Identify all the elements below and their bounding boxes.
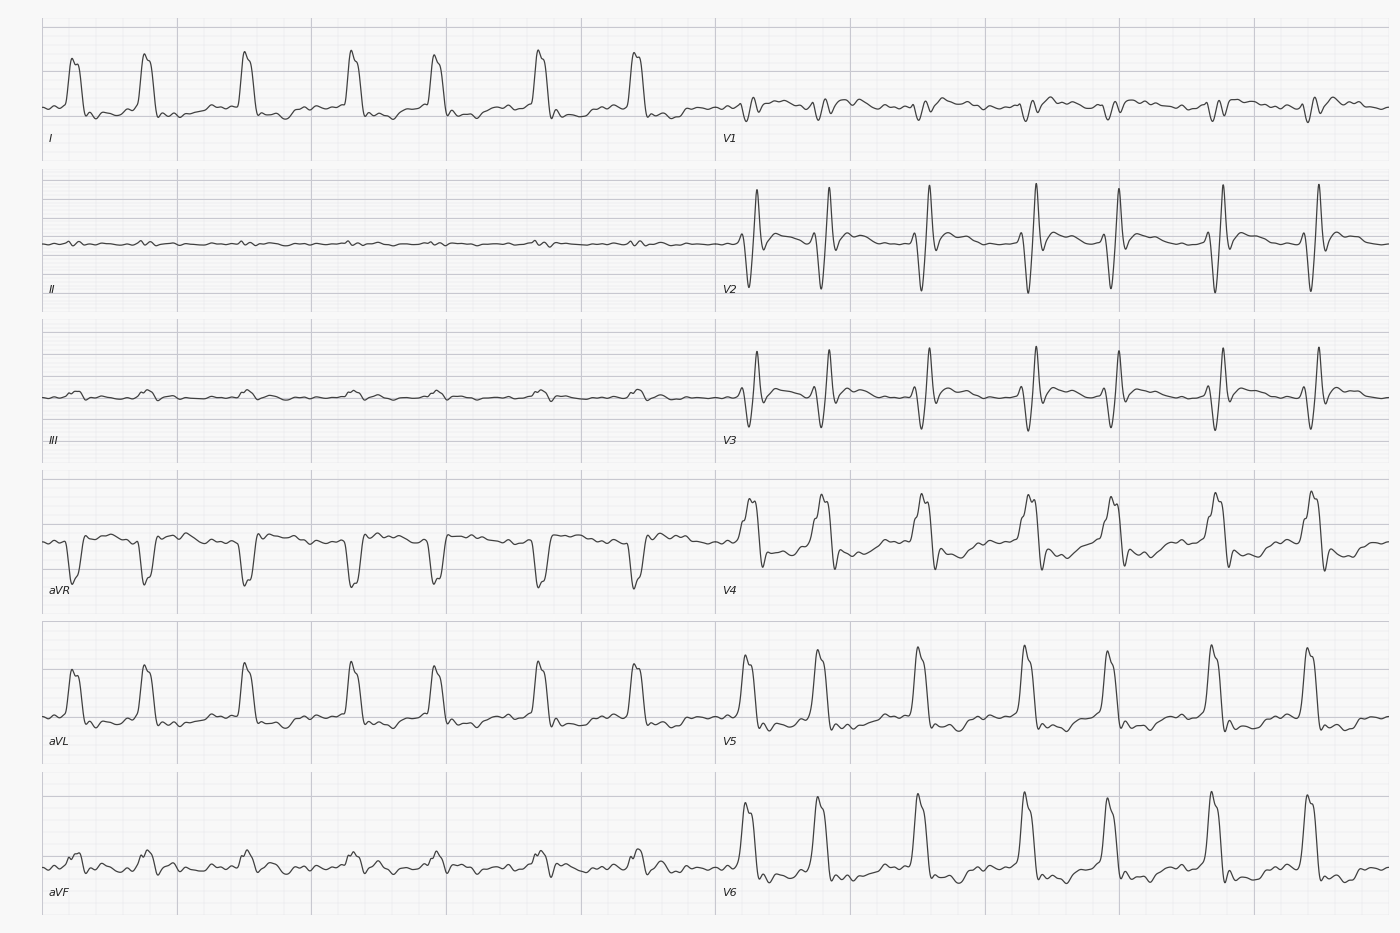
Text: aVL: aVL [49, 737, 70, 747]
Text: V4: V4 [722, 587, 736, 596]
Text: I: I [49, 134, 52, 144]
Text: V2: V2 [722, 285, 736, 295]
Text: II: II [49, 285, 55, 295]
Text: V3: V3 [722, 436, 736, 446]
Text: aVR: aVR [49, 587, 71, 596]
Text: aVF: aVF [49, 888, 70, 898]
Text: III: III [49, 436, 59, 446]
Text: V1: V1 [722, 134, 736, 144]
Text: V6: V6 [722, 888, 736, 898]
Text: V5: V5 [722, 737, 736, 747]
